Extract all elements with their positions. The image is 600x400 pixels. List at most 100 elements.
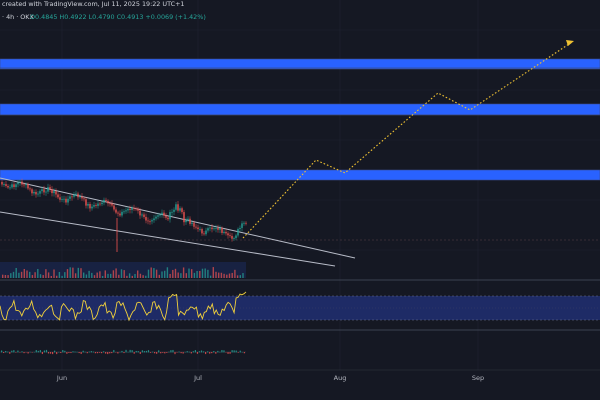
candle-body xyxy=(103,199,105,203)
volume-bar xyxy=(147,269,150,278)
header-source-text: created with TradingView.com, Jul 11, 20… xyxy=(2,0,185,8)
histogram-bar xyxy=(62,349,64,353)
histogram-bar xyxy=(164,352,166,354)
volume-bar xyxy=(7,275,9,278)
volume-bar xyxy=(53,269,55,278)
histogram-bar xyxy=(182,352,184,354)
histogram-bar xyxy=(131,350,133,353)
candle-body xyxy=(17,182,19,185)
candle-body xyxy=(91,206,93,209)
volume-bar xyxy=(199,270,201,278)
histogram-bar xyxy=(158,350,160,353)
candle-body xyxy=(223,231,225,233)
candle-body xyxy=(35,191,37,195)
histogram-bar xyxy=(229,352,231,354)
candle-body xyxy=(165,215,167,218)
volume-bar xyxy=(161,271,163,278)
volume-bar xyxy=(72,267,74,278)
candle-body xyxy=(185,220,187,223)
histogram-bar xyxy=(180,352,182,354)
candle-body xyxy=(127,208,129,211)
candle-body xyxy=(235,235,237,239)
candle-body xyxy=(203,233,205,235)
histogram-pane xyxy=(0,349,246,355)
candle-body xyxy=(149,221,151,223)
candle-body xyxy=(179,208,181,211)
volume-bar xyxy=(80,268,82,278)
histogram-bar xyxy=(7,351,9,353)
histogram-bar xyxy=(17,350,19,353)
volume-bar xyxy=(218,272,220,278)
volume-bar xyxy=(207,269,209,278)
candle-body xyxy=(105,199,107,201)
x-tick-label-sep: Sep xyxy=(472,374,484,382)
histogram-bar xyxy=(202,351,205,353)
candle-body xyxy=(23,184,25,186)
histogram-bar xyxy=(174,352,176,355)
resistance-zone-3[interactable] xyxy=(0,169,600,181)
histogram-bar xyxy=(184,351,186,353)
resistance-zone-1[interactable] xyxy=(0,58,600,70)
histogram-bar xyxy=(72,351,74,353)
candle-body xyxy=(193,222,195,227)
histogram-bar xyxy=(19,352,21,353)
histogram-bar xyxy=(37,350,39,353)
histogram-bar xyxy=(211,352,213,354)
histogram-bar xyxy=(221,349,223,353)
candle-body xyxy=(125,210,127,212)
volume-bar xyxy=(234,269,236,278)
channel-lower-line[interactable] xyxy=(0,211,336,267)
volume-bar xyxy=(110,273,112,278)
histogram-bar xyxy=(1,350,3,353)
volume-bar xyxy=(47,272,50,278)
volume-bar xyxy=(145,275,147,278)
histogram-bar xyxy=(209,352,211,354)
candle-body xyxy=(153,218,155,221)
volume-bar xyxy=(50,275,52,278)
volume-bar xyxy=(236,275,239,278)
projection-path[interactable] xyxy=(242,41,573,239)
volume-bar xyxy=(118,274,120,278)
volume-bar xyxy=(231,272,233,278)
volume-bar xyxy=(153,268,155,278)
candle-body xyxy=(73,194,75,197)
histogram-bar xyxy=(192,351,194,353)
candle-body xyxy=(225,231,227,234)
volume-bar xyxy=(29,271,31,278)
candle-body xyxy=(107,200,109,204)
candle-body xyxy=(61,198,63,200)
x-tick-label-jun: Jun xyxy=(56,374,67,382)
candle-body xyxy=(231,235,233,239)
volume-bar xyxy=(88,270,90,278)
histogram-bar xyxy=(125,349,127,353)
candle-body xyxy=(207,228,209,231)
candle-body xyxy=(143,214,145,217)
candle-body xyxy=(75,193,77,195)
volume-bar xyxy=(112,270,115,278)
candle-body xyxy=(53,191,55,194)
histogram-bar xyxy=(188,351,190,353)
volume-bar xyxy=(155,269,158,278)
x-tick-label-jul: Jul xyxy=(193,374,202,382)
volume-bar xyxy=(220,272,223,278)
candle-body xyxy=(187,218,189,221)
histogram-bar xyxy=(227,352,229,354)
candle-body xyxy=(155,216,157,219)
histogram-bar xyxy=(94,352,97,354)
histogram-bar xyxy=(139,352,141,354)
channel-upper-line[interactable] xyxy=(0,177,356,259)
candle-body xyxy=(131,207,133,210)
histogram-bar xyxy=(149,352,152,353)
histogram-bar xyxy=(168,351,170,353)
histogram-bar xyxy=(82,350,84,353)
histogram-bar xyxy=(127,351,129,353)
candle-body xyxy=(167,217,169,220)
resistance-zone-2[interactable] xyxy=(0,103,600,116)
candle-body xyxy=(123,211,125,213)
volume-bar xyxy=(196,270,198,278)
candle-body xyxy=(43,189,45,193)
histogram-bar xyxy=(76,351,78,353)
volume-bar xyxy=(12,271,15,278)
